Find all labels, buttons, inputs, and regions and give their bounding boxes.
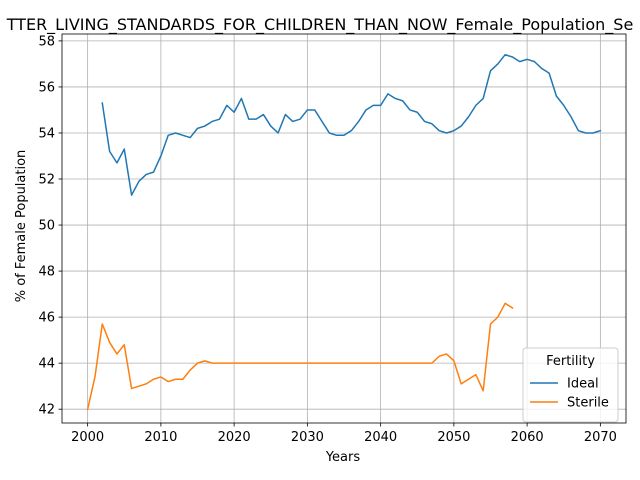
legend-title: Fertility — [546, 354, 595, 369]
y-tick-label: 54 — [38, 126, 55, 141]
y-tick-label: 48 — [38, 265, 55, 280]
x-axis-ticks: 2000 2010 2020 2030 2040 2050 2060 2070 — [71, 423, 617, 445]
y-tick-label: 56 — [38, 80, 55, 95]
x-tick-label: 2000 — [71, 430, 104, 445]
x-tick-label: 2060 — [511, 430, 544, 445]
x-tick-label: 2040 — [364, 430, 397, 445]
legend-label-sterile: Sterile — [567, 396, 609, 411]
y-tick-label: 50 — [38, 219, 55, 234]
plot-area-frame — [61, 33, 627, 424]
series-lines — [86, 53, 602, 411]
y-tick-label: 42 — [38, 403, 55, 418]
legend: Fertility Ideal Sterile — [522, 347, 619, 423]
series-line-sterile — [86, 302, 514, 411]
grid — [62, 34, 626, 423]
y-axis-label: % of Female Population — [14, 150, 29, 303]
x-axis-label: Years — [325, 450, 361, 465]
chart-title: TTER_LIVING_STANDARDS_FOR_CHILDREN_THAN_… — [6, 15, 634, 35]
x-tick-label: 2070 — [584, 430, 617, 445]
legend-box — [522, 347, 619, 423]
y-tick-label: 52 — [38, 173, 55, 188]
series-line-ideal — [101, 53, 602, 196]
y-tick-label: 44 — [38, 357, 55, 372]
x-tick-label: 2050 — [437, 430, 470, 445]
y-axis-ticks: 42 44 46 48 50 52 54 56 58 — [38, 34, 62, 418]
legend-label-ideal: Ideal — [567, 377, 599, 392]
y-tick-label: 58 — [38, 34, 55, 49]
x-tick-label: 2020 — [218, 430, 251, 445]
y-tick-label: 46 — [38, 311, 55, 326]
x-tick-label: 2030 — [291, 430, 324, 445]
x-tick-label: 2010 — [144, 430, 177, 445]
